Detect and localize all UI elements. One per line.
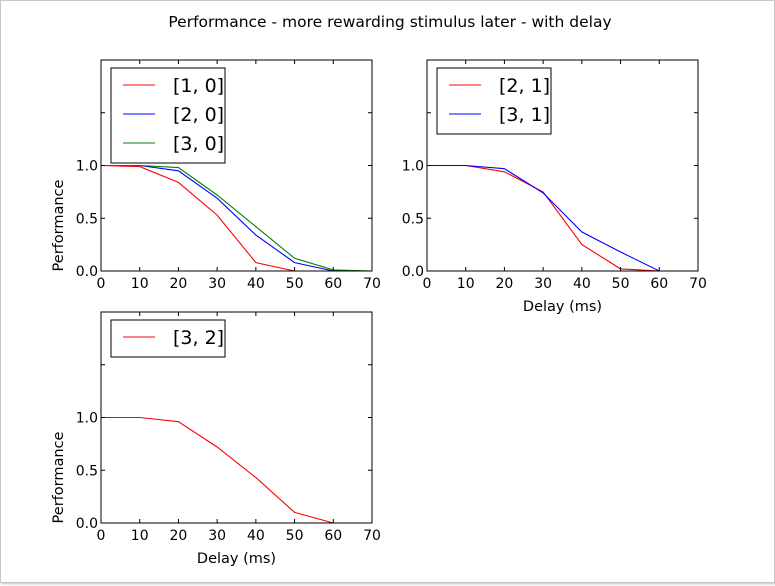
x-tick-label: 70 — [363, 528, 381, 544]
x-axis-label: Delay (ms) — [197, 551, 276, 567]
x-tick-label: 40 — [573, 276, 591, 292]
legend-label: [2, 0] — [173, 104, 224, 126]
x-tick-label: 50 — [286, 276, 304, 292]
x-tick-label: 60 — [324, 528, 342, 544]
x-tick-label: 60 — [324, 276, 342, 292]
series-line-1 — [100, 164, 372, 272]
legend-label: [2, 1] — [499, 75, 550, 97]
x-tick-label: 40 — [247, 528, 265, 544]
x-tick-label: 30 — [208, 528, 226, 544]
y-tick-label: 1.0 — [76, 159, 98, 175]
legend-label: [3, 2] — [173, 327, 224, 349]
legend-box — [110, 319, 226, 358]
series-line-2 — [427, 164, 698, 272]
x-tick-label: 0 — [97, 276, 106, 292]
x-axis-label: Delay (ms) — [523, 299, 602, 315]
y-axis-label: Performance — [51, 431, 67, 523]
x-tick-label: 30 — [208, 276, 226, 292]
x-tick-label: 70 — [689, 276, 707, 292]
legend: [1, 0] [2, 0] [3, 0] — [110, 67, 226, 164]
y-tick-label: 0.5 — [76, 211, 98, 227]
legend: [3, 2] — [110, 319, 226, 358]
y-axis-label: Performance — [51, 179, 67, 271]
series-line-2 — [101, 164, 372, 272]
x-tick-label: 60 — [650, 276, 668, 292]
y-tick-label: 1.0 — [402, 159, 424, 175]
x-tick-label: 30 — [534, 276, 552, 292]
subplot-1: 0 10 20 30 40 50 60 70 0.0 0.5 1.0 Performance [1, 0… — [51, 59, 381, 292]
x-tick-label: 10 — [131, 276, 149, 292]
legend-box — [436, 67, 552, 135]
legend: [2, 1] [3, 1] — [436, 67, 552, 135]
y-tick-label: 0.0 — [76, 516, 98, 532]
series-line-3 — [101, 164, 373, 272]
x-tick-label: 50 — [612, 276, 630, 292]
y-tick-label: 0.5 — [402, 211, 424, 227]
x-tick-label: 10 — [131, 528, 149, 544]
subplot-2: 0 10 20 30 40 50 60 70 0.0 0.5 1.0 Delay (ms) [2, 1]… — [402, 59, 707, 315]
legend-label: [1, 0] — [173, 75, 224, 97]
x-tick-label: 20 — [496, 276, 514, 292]
series-line-1 — [427, 164, 698, 272]
figure-suptitle: Performance - more rewarding stimulus la… — [168, 13, 611, 31]
x-tick-label: 70 — [363, 276, 381, 292]
x-tick-label: 50 — [286, 528, 304, 544]
x-tick-label: 0 — [423, 276, 432, 292]
y-tick-label: 0.5 — [76, 463, 98, 479]
legend-label: [3, 0] — [173, 133, 224, 155]
y-tick-label: 0.0 — [76, 264, 98, 280]
x-tick-label: 20 — [170, 528, 188, 544]
y-tick-label: 0.0 — [402, 264, 424, 280]
x-tick-label: 40 — [247, 276, 265, 292]
x-tick-label: 10 — [457, 276, 475, 292]
y-tick-label: 1.0 — [76, 411, 98, 427]
subplot-3: 0 10 20 30 40 50 60 70 0.0 0.5 1.0 Delay (ms) Perfor… — [51, 311, 381, 567]
legend-label: [3, 1] — [499, 104, 550, 126]
x-tick-label: 0 — [97, 528, 106, 544]
series-line-1 — [101, 416, 372, 524]
x-tick-label: 20 — [170, 276, 188, 292]
legend-box — [110, 67, 226, 164]
